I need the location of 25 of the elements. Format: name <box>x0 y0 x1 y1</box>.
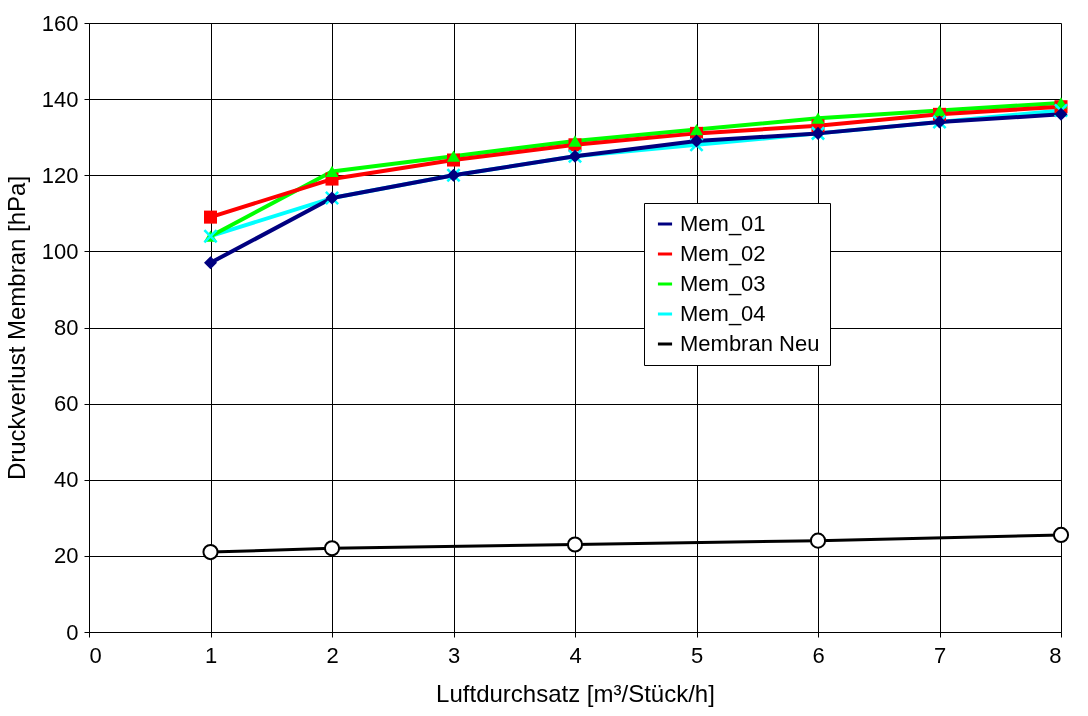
x-tick-label: 7 <box>933 642 947 668</box>
y-tick-label: 100 <box>41 238 79 264</box>
y-tick-label: 80 <box>54 315 79 340</box>
y-tick-label: 40 <box>54 467 79 493</box>
y-tick-label: 0 <box>66 619 79 645</box>
y-tick-label: 60 <box>54 391 79 417</box>
y-tick-label: 120 <box>41 162 79 188</box>
y-axis-title: Druckverlust Membran [hPa] <box>2 175 30 481</box>
y-tick-label: 140 <box>41 86 79 112</box>
y-tick-label: 20 <box>54 543 79 569</box>
x-tick-label: 6 <box>812 642 825 668</box>
x-tick-label: 8 <box>1049 642 1062 668</box>
x-tick-label: 0 <box>89 642 102 668</box>
legend-label: Mem_04 <box>680 301 766 326</box>
x-tick-label: 5 <box>690 642 704 668</box>
x-tick-label: 2 <box>326 642 339 668</box>
legend-label: Mem_03 <box>680 271 766 296</box>
legend-label: Mem_02 <box>680 241 766 266</box>
x-tick-label: 4 <box>569 642 582 668</box>
x-tick-label: 3 <box>447 642 461 668</box>
x-axis-title: Luftdurchsatz [m³/Stück/h] <box>436 679 715 707</box>
legend-label: Mem_01 <box>680 211 766 236</box>
legend-label: Membran Neu <box>680 331 820 356</box>
x-tick-label: 1 <box>204 642 218 668</box>
y-tick-label: 160 <box>41 10 79 36</box>
